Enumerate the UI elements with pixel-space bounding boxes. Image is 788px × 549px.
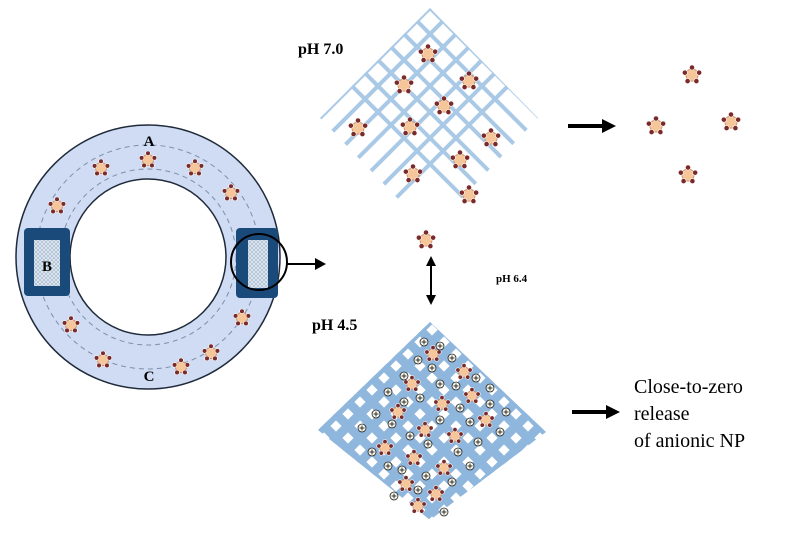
label-c: C [144,369,155,385]
positive-charge [415,393,425,403]
positive-charge [501,407,511,417]
positive-charge [419,337,429,347]
nanoparticle [393,74,415,94]
positive-charge [495,427,505,437]
ph-bottom-label: pH 4.5 [312,317,357,334]
ph-top-label: pH 7.0 [298,41,343,58]
nanoparticle [458,184,480,204]
nanoparticle [61,315,81,334]
positive-charge [383,461,393,471]
nanoparticle [93,350,113,369]
nanoparticle [402,163,424,183]
positive-charge [447,353,457,363]
nanoparticle [449,149,471,169]
nanoparticle [455,363,473,380]
released-nanoparticles [645,64,742,184]
nanoparticle [389,403,407,420]
positive-charge [473,437,483,447]
nanoparticle [435,459,453,476]
nanoparticle [397,475,415,492]
nanoparticle [645,115,667,135]
positive-charge [397,465,407,475]
nanoparticle [427,485,445,502]
nanoparticle [185,158,205,177]
positive-charge [427,363,437,373]
nanoparticle [409,497,427,514]
nanoparticle [681,64,703,84]
nanoparticle [463,387,481,404]
nanoparticle [477,411,495,428]
positive-charge [405,431,415,441]
positive-charge [389,491,399,501]
nanoparticle [446,427,464,444]
positive-charge [435,341,445,351]
positive-charge [465,417,475,427]
nanoparticle [138,150,158,169]
nanoparticle [91,158,111,177]
positive-charge [423,439,433,449]
positive-charge [383,387,393,397]
positive-charge [485,383,495,393]
release-arrow-bottom [572,405,620,419]
nanoparticle [415,229,437,249]
positive-charge [453,447,463,457]
positive-charge [455,403,465,413]
zoom-arrow [287,258,326,270]
nanoparticle [347,117,369,137]
nanoparticle [399,116,421,136]
release-text-line2: release [634,403,690,425]
nanoparticle [376,439,394,456]
nanoparticle [47,196,67,215]
release-arrow-top [568,119,616,133]
positive-charge [435,415,445,425]
positive-charge [413,355,423,365]
positive-charge [447,477,457,487]
positive-charge [485,399,495,409]
ph-mid-label: pH 6.4 [496,273,528,285]
nanoparticle [405,449,423,466]
nanoparticle [480,127,502,147]
positive-charge [471,373,481,383]
ring-device: A B C [15,124,288,390]
nanoparticle [677,164,699,184]
nanoparticle [171,357,191,376]
positive-charge [371,409,381,419]
nanoparticle [232,308,252,327]
positive-charge [421,471,431,481]
positive-charge [439,507,449,517]
release-text-line1: Close-to-zero [634,376,743,398]
nanoparticle [458,70,480,90]
nanoparticle [403,375,421,392]
positive-charge [413,485,423,495]
positive-charge [357,423,367,433]
nanoparticle [221,183,241,202]
zoom-circle [230,233,288,291]
positive-charge [435,379,445,389]
insert-left-core [34,240,60,286]
insert-right-core [248,240,268,288]
positive-charge [451,381,461,391]
positive-charge [465,461,475,471]
positive-charge [399,371,409,381]
positive-charge [387,419,397,429]
nanoparticle [416,421,434,438]
ring-nanoparticles [47,150,252,376]
label-b: B [42,259,52,275]
positive-charge [399,397,409,407]
nanoparticle [201,343,221,362]
nanoparticle [720,111,742,131]
nanoparticle [433,95,455,115]
nanoparticle [424,345,442,362]
positive-charge [367,447,377,457]
release-text-line3: of anionic NP [634,430,745,452]
nanoparticle [417,43,439,63]
nanoparticle [433,395,451,412]
ring-hole [69,178,227,336]
transition-double-arrow [426,256,436,305]
label-a: A [144,134,155,150]
